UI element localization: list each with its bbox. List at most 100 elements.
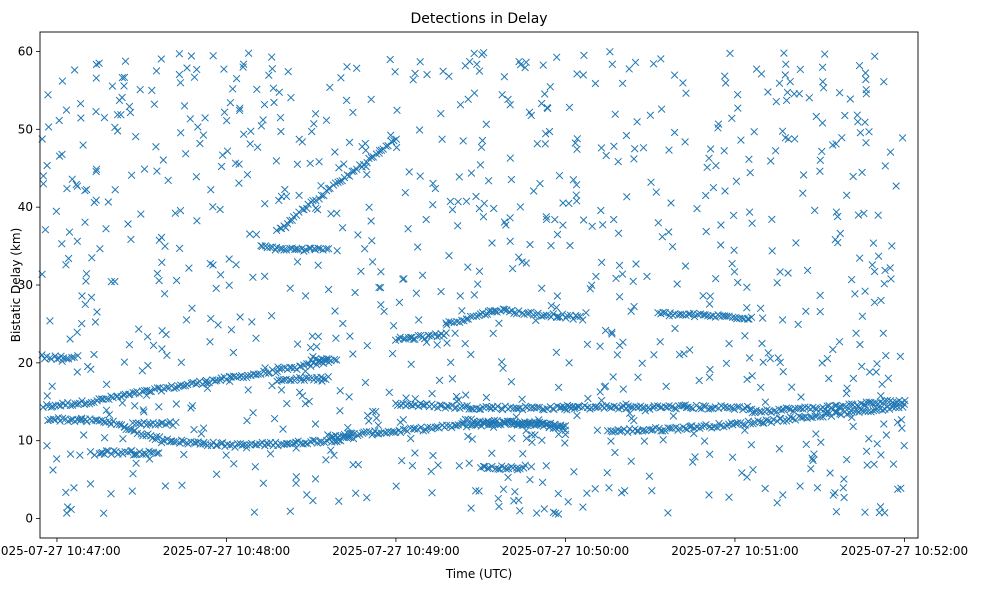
y-tick-label: 50 — [18, 122, 33, 136]
data-point — [315, 157, 323, 166]
data-point — [561, 405, 569, 413]
data-point — [832, 408, 840, 416]
data-point — [172, 276, 181, 285]
data-point — [327, 432, 336, 441]
data-point — [625, 65, 633, 73]
data-point — [428, 489, 436, 497]
data-point — [470, 89, 479, 97]
data-point — [511, 487, 519, 496]
data-point — [313, 439, 322, 447]
data-point — [701, 191, 710, 200]
data-point — [531, 431, 539, 439]
data-point — [796, 65, 805, 74]
data-point — [728, 259, 736, 268]
data-point — [791, 404, 799, 413]
data-point — [538, 478, 547, 487]
data-point — [451, 329, 459, 337]
data-point — [515, 307, 523, 315]
data-point — [849, 374, 858, 383]
data-point — [117, 110, 125, 119]
data-point — [639, 143, 648, 152]
data-point — [515, 57, 523, 66]
data-point — [242, 444, 251, 452]
data-point — [419, 426, 428, 435]
data-point — [648, 487, 656, 495]
data-point — [125, 102, 134, 111]
data-point — [73, 237, 82, 246]
data-point — [257, 122, 266, 130]
data-point — [88, 254, 96, 262]
data-point — [861, 118, 869, 126]
data-point — [433, 341, 441, 349]
data-point — [819, 84, 828, 92]
data-point — [464, 95, 472, 104]
data-point — [206, 259, 215, 268]
data-point — [244, 371, 252, 380]
data-point — [877, 392, 885, 400]
data-point — [506, 237, 514, 246]
data-point — [386, 55, 394, 64]
data-point — [816, 156, 825, 164]
data-point — [301, 367, 310, 375]
data-point — [665, 146, 673, 154]
data-point — [832, 507, 841, 516]
data-point — [368, 236, 376, 245]
data-point — [816, 307, 824, 316]
data-point — [561, 439, 569, 447]
data-point — [87, 293, 96, 302]
data-point — [688, 458, 697, 466]
data-point — [48, 382, 56, 390]
data-point — [293, 258, 302, 266]
data-point — [113, 392, 122, 401]
data-point — [524, 309, 533, 317]
data-point — [177, 358, 186, 367]
data-point — [795, 89, 804, 98]
data-point — [553, 230, 562, 239]
data-point — [323, 355, 331, 363]
data-point — [761, 398, 770, 406]
data-point — [298, 392, 307, 400]
data-point — [62, 261, 70, 269]
data-point — [413, 425, 422, 434]
data-point — [291, 245, 299, 254]
data-point — [231, 443, 239, 451]
data-point — [782, 60, 790, 68]
data-point — [565, 103, 574, 112]
data-point — [901, 396, 909, 405]
data-point — [335, 497, 343, 505]
data-point — [479, 48, 488, 57]
data-point — [860, 209, 868, 218]
data-point — [777, 406, 786, 414]
data-point — [460, 402, 469, 411]
data-point — [302, 373, 310, 382]
data-point — [646, 111, 655, 120]
data-point — [838, 133, 846, 142]
data-point — [780, 49, 788, 57]
x-axis: 2025-07-27 10:47:00 2025-07-27 10:48:00 20… — [0, 538, 968, 558]
data-point — [818, 63, 827, 72]
data-point — [504, 95, 512, 104]
data-point — [445, 251, 453, 260]
data-point — [681, 262, 690, 270]
data-point — [861, 287, 869, 295]
data-point — [665, 402, 673, 410]
data-point — [284, 67, 292, 76]
data-point — [801, 403, 809, 411]
data-point — [842, 389, 851, 398]
data-point — [588, 222, 596, 231]
data-point — [758, 418, 767, 427]
data-point — [120, 73, 129, 82]
data-point — [641, 406, 650, 415]
data-point — [784, 269, 792, 277]
data-point — [380, 307, 388, 316]
data-point — [506, 417, 515, 425]
data-point — [741, 426, 749, 435]
data-point — [202, 376, 211, 385]
data-point — [820, 50, 829, 58]
data-point — [128, 419, 137, 427]
data-point — [66, 401, 75, 410]
data-point — [810, 206, 819, 215]
data-point — [175, 49, 184, 58]
data-point — [615, 292, 624, 301]
data-point — [216, 271, 225, 279]
